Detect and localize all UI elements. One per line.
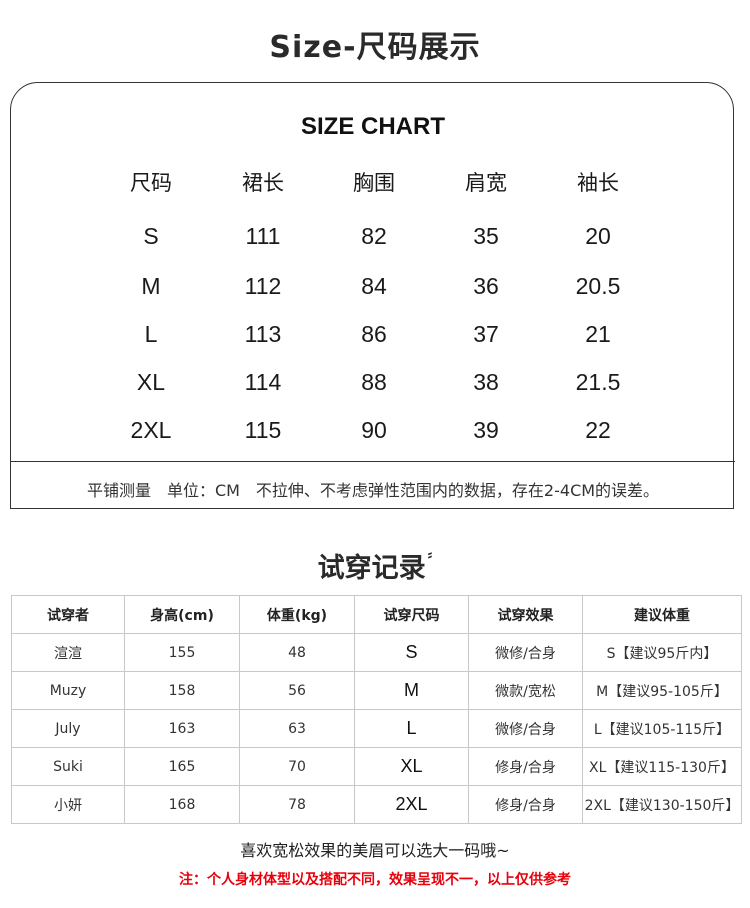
trial-cell: M【建议95-105斤】 [582,671,742,710]
size-chart-header-cell: 胸围 [353,171,395,195]
trial-cell: 165 [124,747,240,786]
size-chart-cell: 20.5 [575,273,621,299]
trial-cell: Suki [11,747,125,786]
trial-cell: L【建议105-115斤】 [582,709,742,748]
trial-cell: S [354,633,469,672]
trial-title-text: 试穿记录 [317,553,426,584]
trial-cell: 小妍 [11,785,125,824]
page-title: Size-尺码展示 [269,30,481,65]
size-chart-cell: 36 [473,273,499,299]
trial-cell: 155 [124,633,240,672]
size-chart-cell: L [144,321,158,347]
trial-header-cell: 体重(kg) [239,595,355,634]
trial-row: Suki 165 70 XL 修身/合身 XL【建议115-130斤】 [11,747,742,786]
size-chart-cell: 84 [361,273,387,299]
trial-cell: 渲渲 [11,633,125,672]
size-chart-panel: SIZE CHART 尺码 裙长 胸围 肩宽 袖长 S 111 82 35 20… [10,82,735,509]
trial-section-title: 试穿记录 ⸗ [0,546,750,585]
size-chart-cell: 82 [361,223,387,249]
size-chart-title: SIZE CHART [301,113,445,140]
trial-cell: 2XL [354,785,469,824]
trial-header-cell: 试穿者 [11,595,125,634]
size-chart-cell: M [141,273,161,299]
loose-fit-tip: 喜欢宽松效果的美眉可以选大一码哦~ [240,841,510,860]
size-chart-row: 2XL 115 90 39 22 [11,417,735,457]
trial-cell: 78 [239,785,355,824]
size-chart-cell: 20 [585,223,611,249]
size-chart-cell: 21.5 [575,369,621,395]
size-chart-cell: 35 [473,223,499,249]
trial-header-cell: 建议体重 [582,595,742,634]
trial-cell: 163 [124,709,240,748]
trial-row: July 163 63 L 微修/合身 L【建议105-115斤】 [11,709,742,748]
sparkle-icon: ⸗ [427,547,433,563]
trial-cell: 微修/合身 [468,709,583,748]
trial-cell: S【建议95斤内】 [582,633,742,672]
size-chart-row: XL 114 88 38 21.5 [11,369,735,409]
size-chart-cell: 39 [473,417,499,443]
trial-cell: 修身/合身 [468,747,583,786]
size-chart-row: M 112 84 36 20.5 [11,273,735,313]
size-chart-cell: XL [136,369,166,395]
size-chart-cell: 2XL [130,417,172,443]
trial-cell: 70 [239,747,355,786]
trial-header-row: 试穿者 身高(cm) 体重(kg) 试穿尺码 试穿效果 建议体重 [11,595,742,634]
size-chart-header-cell: 袖长 [577,171,619,195]
size-chart-divider [11,461,735,462]
size-chart-header-row: 尺码 裙长 胸围 肩宽 袖长 [11,167,735,207]
size-chart-cell: 38 [473,369,499,395]
trial-header-cell: 身高(cm) [124,595,240,634]
trial-table: 试穿者 身高(cm) 体重(kg) 试穿尺码 试穿效果 建议体重 渲渲 155 … [11,595,742,824]
size-chart-cell: 113 [244,321,282,347]
size-chart-cell: 86 [361,321,387,347]
size-chart-cell: 37 [473,321,499,347]
trial-cell: L [354,709,469,748]
trial-cell: 63 [239,709,355,748]
size-chart-cell: 21 [585,321,611,347]
measurement-note: 平铺测量 单位：CM 不拉伸、不考虑弹性范围内的数据，存在2-4CM的误差。 [86,481,660,500]
trial-cell: XL【建议115-130斤】 [582,747,742,786]
size-chart-cell: 114 [244,369,282,395]
trial-cell: 微款/宽松 [468,671,583,710]
trial-cell: 修身/合身 [468,785,583,824]
size-chart-header-cell: 尺码 [130,171,172,195]
trial-cell: 微修/合身 [468,633,583,672]
size-chart-cell: 90 [361,417,387,443]
trial-row: 小妍 168 78 2XL 修身/合身 2XL【建议130-150斤】 [11,785,742,824]
disclaimer-note: 注：个人身材体型以及搭配不同，效果呈现不一，以上仅供参考 [179,872,571,888]
trial-cell: Muzy [11,671,125,710]
trial-cell: 2XL【建议130-150斤】 [582,785,742,824]
size-chart-cell: 88 [361,369,387,395]
trial-cell: 158 [124,671,240,710]
trial-row: 渲渲 155 48 S 微修/合身 S【建议95斤内】 [11,633,742,672]
size-chart-row: S 111 82 35 20 [11,223,735,263]
size-chart-cell: 115 [244,417,282,443]
size-chart-row: L 113 86 37 21 [11,321,735,361]
trial-cell: 56 [239,671,355,710]
size-chart-cell: 111 [245,223,281,249]
trial-cell: M [354,671,469,710]
trial-cell: XL [354,747,469,786]
size-chart-cell: S [143,223,159,249]
trial-cell: July [11,709,125,748]
size-chart-cell: 112 [244,273,282,299]
trial-cell: 168 [124,785,240,824]
trial-header-cell: 试穿效果 [468,595,583,634]
size-chart-header-cell: 肩宽 [465,171,507,195]
trial-cell: 48 [239,633,355,672]
size-chart-header-cell: 裙长 [242,171,284,195]
size-chart-cell: 22 [585,417,611,443]
trial-header-cell: 试穿尺码 [354,595,469,634]
trial-row: Muzy 158 56 M 微款/宽松 M【建议95-105斤】 [11,671,742,710]
